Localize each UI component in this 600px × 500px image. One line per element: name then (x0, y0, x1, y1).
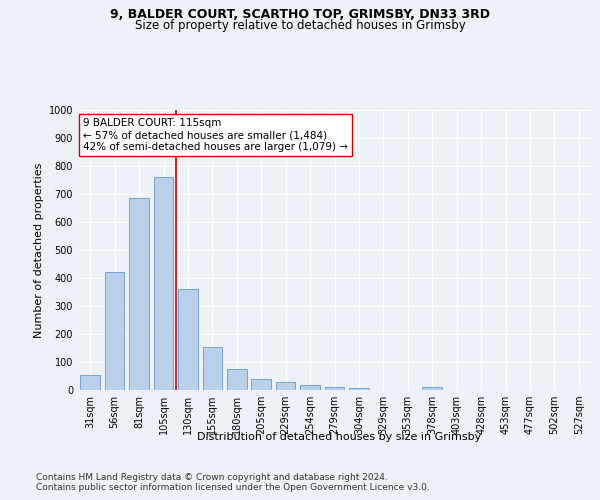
Bar (154, 177, 173, 390)
Bar (203, 347, 222, 390)
Text: Size of property relative to detached houses in Grimsby: Size of property relative to detached ho… (134, 18, 466, 32)
Text: 9 BALDER COURT: 115sqm
← 57% of detached houses are smaller (1,484)
42% of semi-: 9 BALDER COURT: 115sqm ← 57% of detached… (83, 118, 348, 152)
Bar (300, 385, 320, 390)
Text: Contains public sector information licensed under the Open Government Licence v3: Contains public sector information licen… (36, 484, 430, 492)
Bar (251, 379, 271, 390)
Bar (178, 289, 198, 390)
Bar (422, 387, 442, 390)
Bar (325, 387, 344, 390)
Bar (130, 198, 149, 390)
Text: Contains HM Land Registry data © Crown copyright and database right 2024.: Contains HM Land Registry data © Crown c… (36, 472, 388, 482)
Text: Distribution of detached houses by size in Grimsby: Distribution of detached houses by size … (197, 432, 481, 442)
Bar (105, 272, 124, 390)
Text: 9, BALDER COURT, SCARTHO TOP, GRIMSBY, DN33 3RD: 9, BALDER COURT, SCARTHO TOP, GRIMSBY, D… (110, 8, 490, 20)
Y-axis label: Number of detached properties: Number of detached properties (34, 162, 44, 338)
Bar (80, 376, 100, 390)
Bar (227, 369, 247, 390)
Bar (349, 388, 368, 390)
Bar (276, 382, 295, 390)
